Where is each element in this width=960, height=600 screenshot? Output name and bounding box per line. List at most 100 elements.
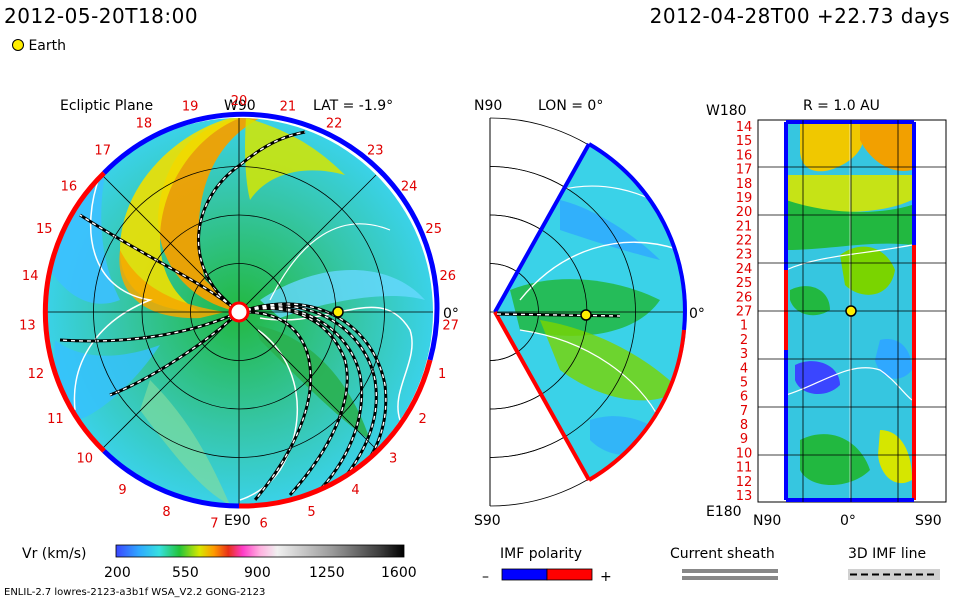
carrington-tick-label: 1 [438,367,446,382]
carrington-tick-label: 16 [61,179,78,194]
r1au-y-tick-label: 25 [736,276,753,291]
ecliptic-carrington-ticks: 20 21222324252627123456789101112131415161… [19,94,459,532]
r1au-x-label-0: 0° [840,513,856,529]
r1au-y-tick-label: 15 [736,134,753,149]
r1au-y-tick-label: 10 [736,446,753,461]
earth-marker [332,306,344,318]
carrington-tick-label: 4 [351,483,359,498]
ecliptic-field [50,118,425,505]
sun-marker [228,301,250,323]
carrington-tick-label: 15 [36,222,53,237]
ecliptic-subtitle: LAT = -1.9° [313,98,393,114]
ecliptic-polarity-ring [42,111,440,509]
carrington-tick-label: 9 [118,483,126,498]
r1au-y-tick-label: 13 [736,489,753,504]
ecliptic-panel: Ecliptic Plane LAT = -1.9° W90 E90 0° 20… [19,94,459,532]
earth-legend-label: Earth [28,38,66,54]
r1au-y-tick-label: 21 [736,219,753,234]
r1au-y-tick-label: 27 [736,305,753,320]
meridional-right-label: 0° [689,306,705,322]
r1au-y-tick-label: 18 [736,177,753,192]
timestamp: 2012-05-20T18:00 [4,4,199,28]
ecliptic-bottom-label: E90 [224,513,251,529]
r1au-y-tick-label: 16 [736,148,753,163]
carrington-tick-label: 8 [162,505,170,520]
carrington-tick-label: 2 [418,412,426,427]
carrington-tick-label: 12 [28,367,45,382]
carrington-tick-label: 18 [136,117,153,132]
colorbar-tick: 1250 [309,565,345,581]
colorbar-tick: 900 [244,565,271,581]
carrington-tick-label: 11 [47,412,64,427]
colorbar-tick: 550 [172,565,199,581]
carrington-tick-label: 5 [307,505,315,520]
r1au-bottom-label: E180 [706,504,742,520]
r1au-y-tick-label: 8 [740,418,748,433]
ecliptic-title: Ecliptic Plane [60,98,153,114]
r1au-y-tick-label: 20 [736,205,753,220]
carrington-tick-label: 25 [425,222,442,237]
r1au-y-tick-label: 4 [740,361,748,376]
current-sheath-label: Current sheath [670,546,775,562]
ecliptic-right-label: 0° [443,306,459,322]
r1au-y-tick-label: 14 [736,120,753,135]
imf-line-label: 3D IMF line [848,546,926,562]
meridional-title: LON = 0° [538,98,603,114]
imf-polarity-label: IMF polarity [500,546,582,562]
r1au-earth-marker [845,305,857,317]
meridional-earth-marker [580,309,592,321]
carrington-tick-label: 7 [210,517,218,532]
imf-polarity-plus: + [600,569,612,585]
colorbar: Vr (km/s) 200 550 900 1250 1600 [22,544,417,581]
carrington-tick-label: 6 [259,517,267,532]
colorbar-tick: 1600 [381,565,417,581]
colorbar-label: Vr (km/s) [22,546,86,562]
carrington-tick-label: 3 [389,452,397,467]
r1au-y-tick-label: 2 [740,333,748,348]
carrington-tick-label: 26 [440,269,457,284]
r1au-y-tick-label: 9 [740,432,748,447]
r1au-y-tick-label: 7 [740,404,748,419]
carrington-tick-label: 21 [280,100,297,115]
earth-legend: Earth [12,38,66,54]
r1au-x-label-n90: N90 [753,513,781,529]
reference-time: 2012-04-28T00 +22.73 days [649,4,950,28]
r1au-y-tick-label: 11 [736,461,753,476]
r1au-top-label: W180 [706,103,747,119]
carrington-tick-label: 24 [401,179,418,194]
r1au-y-tick-label: 1 [740,319,748,334]
meridional-bottom-label: S90 [474,513,501,529]
r1au-title: R = 1.0 AU [803,98,880,114]
carrington-tick-label: 27 [442,318,459,333]
colorbar-tick: 200 [104,565,131,581]
r1au-y-tick-label: 6 [740,390,748,405]
carrington-tick-label: 13 [19,318,36,333]
r1au-y-tick-label: 22 [736,234,753,249]
meridional-top-label: N90 [474,98,502,114]
r1au-y-ticks: 1415161718192021222324252627123456789101… [736,120,753,504]
carrington-tick-label: 10 [77,452,94,467]
carrington-tick-label: 14 [22,269,39,284]
carrington-tick-label: 17 [94,144,111,159]
ecliptic-top-label: W90 [224,98,256,114]
r1au-y-tick-label: 19 [736,191,753,206]
r1au-x-label-s90: S90 [915,513,942,529]
carrington-tick-label: 20 [231,94,248,109]
r1au-y-tick-label: 5 [740,376,748,391]
r1au-y-tick-label: 23 [736,248,753,263]
imf-polarity-legend: IMF polarity – + [482,546,612,585]
imf-line-legend: 3D IMF line [848,546,940,580]
colorbar-gradient [115,544,405,558]
r1au-y-tick-label: 26 [736,290,753,305]
r1au-y-tick-label: 12 [736,475,753,490]
carrington-tick-label: 22 [326,117,343,132]
imf-polarity-minus: – [482,569,489,585]
carrington-tick-label: 19 [182,100,199,115]
meridional-panel: LON = 0° N90 S90 0° [474,98,705,529]
r1au-y-tick-label: 24 [736,262,753,277]
current-sheath-legend: Current sheath [670,546,778,580]
r1au-y-tick-label: 3 [740,347,748,362]
model-footer: ENLIL-2.7 lowres-2123-a3b1f WSA_V2.2 GON… [4,587,266,598]
